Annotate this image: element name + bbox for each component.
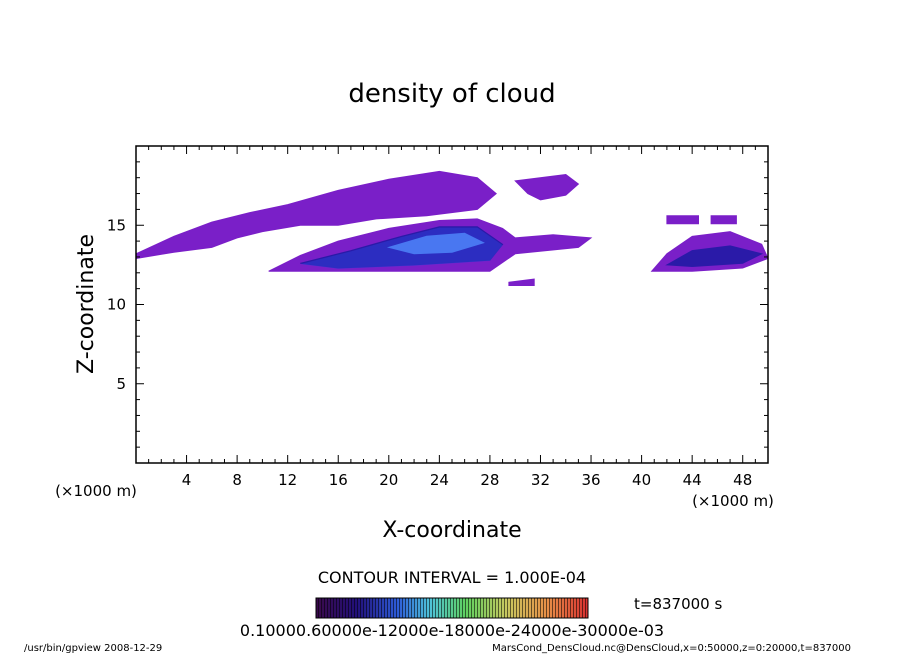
y-tick-label: 5 (116, 375, 126, 393)
plot-area (135, 170, 769, 286)
x-tick-label: 20 (379, 471, 398, 489)
cloud-region-upper-bubble (514, 173, 580, 201)
colorbar-labels: 0.10000.60000e-12000e-18000e-24000e-3000… (240, 621, 664, 640)
x-tick-label: 4 (182, 471, 192, 489)
cloud-region-core-center (386, 232, 485, 255)
x-tick-label: 12 (278, 471, 297, 489)
colorbar-frame (315, 597, 589, 619)
cloud-region-right-upper (666, 215, 699, 225)
y-axis-title: Z-coordinate (74, 234, 99, 374)
x-tick-label: 8 (232, 471, 242, 489)
footer-right: MarsCond_DensCloud.nc@DensCloud,x=0:5000… (492, 643, 851, 654)
time-label: t=837000 s (634, 595, 722, 613)
chart-title: density of cloud (348, 79, 555, 109)
x-axis: 4 8 12 16 20 24 28 32 36 40 44 48 (148, 146, 756, 489)
cloud-region-upper-plume (135, 170, 497, 260)
x-unit-label-left: (×1000 m) (55, 482, 137, 500)
x-tick-label: 16 (329, 471, 348, 489)
x-unit-label-right: (×1000 m) (692, 492, 774, 510)
footer-left: /usr/bin/gpview 2008-12-29 (24, 643, 162, 654)
y-tick-label: 15 (107, 216, 126, 234)
x-axis-title: X-coordinate (382, 518, 521, 543)
cloud-region-small-fragment (508, 278, 535, 286)
cloud-region-right-core (665, 245, 764, 268)
contour-interval: CONTOUR INTERVAL = 1.000E-04 (318, 568, 586, 587)
y-axis: 5 10 15 (107, 161, 768, 448)
x-tick-label: 40 (632, 471, 651, 489)
y-tick-label: 10 (107, 296, 126, 314)
x-tick-label: 32 (531, 471, 550, 489)
x-tick-label: 48 (733, 471, 752, 489)
x-tick-label: 44 (683, 471, 702, 489)
colorbar (315, 597, 589, 619)
cloud-region-right-upper-2 (710, 215, 737, 225)
x-tick-label: 36 (581, 471, 600, 489)
colorbar-stripes (316, 598, 588, 618)
x-tick-label: 28 (480, 471, 499, 489)
cloud-core-blue (300, 227, 503, 269)
x-tick-label: 24 (430, 471, 449, 489)
